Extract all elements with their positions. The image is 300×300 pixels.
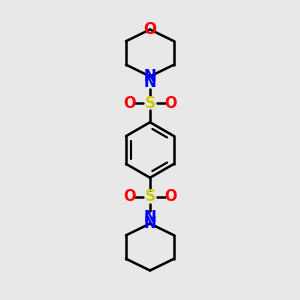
Text: N: N [144,75,156,90]
Text: O: O [124,96,136,111]
Text: N: N [144,69,156,84]
Text: O: O [124,189,136,204]
Text: S: S [145,189,155,204]
Text: N: N [144,210,156,225]
Text: O: O [143,22,157,37]
Text: O: O [164,189,176,204]
Text: S: S [145,96,155,111]
Text: N: N [144,216,156,231]
Text: O: O [164,96,176,111]
